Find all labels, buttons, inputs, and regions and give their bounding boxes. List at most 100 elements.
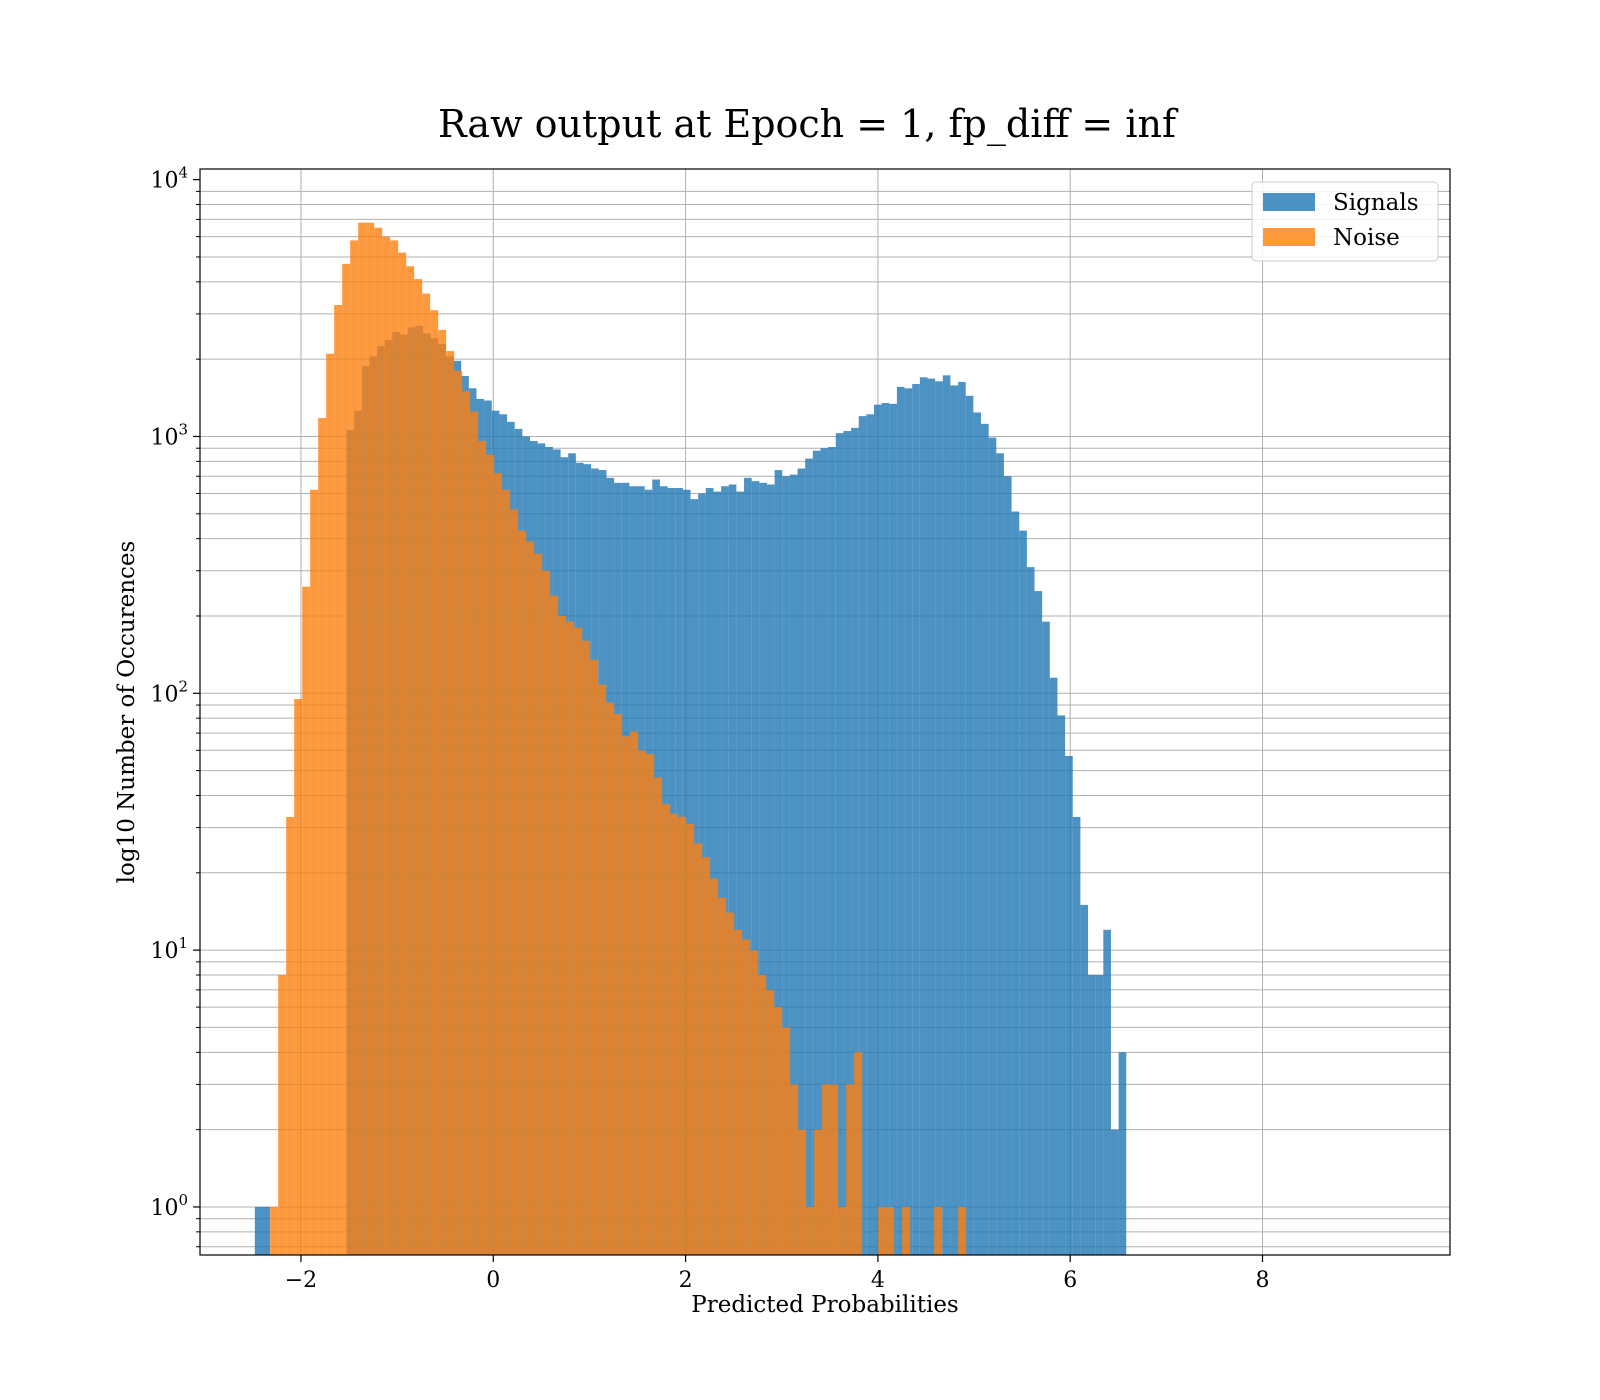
- bar-signals: [1003, 476, 1012, 1255]
- y-tick-label: 103: [150, 420, 188, 450]
- bar-noise: [542, 570, 551, 1255]
- bar-noise: [750, 950, 759, 1255]
- bar-noise: [550, 595, 559, 1255]
- bar-signals: [843, 431, 852, 1255]
- bar-signals: [1026, 567, 1035, 1255]
- x-axis-ticks: −2 0 2 4 6 8: [285, 1255, 1270, 1293]
- bar-noise: [758, 975, 767, 1255]
- bar-noise: [782, 1027, 791, 1255]
- bar-signals: [881, 402, 890, 1255]
- x-tick-label: 8: [1256, 1268, 1270, 1293]
- bar-noise: [582, 640, 591, 1255]
- bar-signals: [751, 481, 760, 1255]
- bar-noise: [526, 541, 535, 1255]
- bar-signals: [866, 414, 874, 1255]
- legend-swatch-signals: [1263, 193, 1315, 211]
- bar-noise: [326, 353, 335, 1256]
- bar-signals: [721, 486, 729, 1255]
- bar-signals: [919, 377, 928, 1255]
- bar-signals: [1110, 1129, 1119, 1255]
- bar-noise: [558, 615, 567, 1255]
- bar-signals: [851, 427, 859, 1255]
- bar-noise: [838, 1206, 847, 1255]
- bar-signals: [744, 477, 752, 1255]
- bar-signals: [950, 385, 959, 1256]
- chart-title: Raw output at Epoch = 1, fp_diff = inf: [438, 102, 1179, 147]
- bar-signals: [820, 448, 829, 1256]
- bar-noise: [438, 329, 447, 1255]
- bar-noise: [294, 699, 303, 1255]
- bar-signals: [965, 395, 974, 1255]
- bar-noise: [606, 702, 615, 1255]
- bar-noise: [374, 227, 383, 1256]
- bar-noise: [670, 813, 679, 1255]
- bar-signals: [1019, 530, 1027, 1255]
- bar-signals: [1072, 816, 1081, 1255]
- bar-noise: [318, 417, 327, 1255]
- bar-noise: [710, 878, 719, 1255]
- bar-noise: [302, 586, 311, 1255]
- bar-noise: [958, 1206, 967, 1255]
- bar-signals: [759, 482, 767, 1255]
- bar-noise: [662, 804, 671, 1255]
- bar-signals: [981, 423, 989, 1255]
- bar-signals: [996, 453, 1004, 1255]
- bar-noise: [510, 509, 519, 1255]
- x-tick-label: 2: [679, 1268, 693, 1293]
- y-tick-label: 104: [150, 164, 188, 194]
- bar-noise: [398, 252, 407, 1256]
- bar-noise: [766, 989, 775, 1255]
- bar-noise: [718, 897, 727, 1255]
- bar-noise: [830, 1084, 839, 1255]
- bar-signals: [262, 1206, 271, 1255]
- bar-noise: [454, 370, 463, 1255]
- bar-signals: [1034, 591, 1043, 1255]
- legend-label-signals: Signals: [1333, 190, 1419, 216]
- bar-noise: [518, 530, 527, 1255]
- bar-signals: [736, 491, 745, 1256]
- bar-signals: [713, 491, 722, 1256]
- bar-noise: [878, 1206, 887, 1255]
- bar-signals: [789, 474, 798, 1255]
- bar-noise: [478, 441, 487, 1256]
- histogram-bars: [254, 222, 1127, 1256]
- bar-signals: [1049, 677, 1058, 1255]
- y-axis-ticks: 100 101 102 103 104: [150, 164, 200, 1248]
- bar-noise: [846, 1084, 855, 1255]
- bar-noise: [574, 627, 583, 1255]
- bar-signals: [1080, 904, 1089, 1255]
- bar-signals: [835, 433, 844, 1255]
- bar-signals: [254, 1206, 263, 1255]
- bar-signals: [889, 403, 897, 1255]
- bar-noise: [534, 553, 543, 1255]
- bar-signals: [805, 458, 813, 1256]
- legend-swatch-noise: [1263, 228, 1315, 246]
- x-tick-label: −2: [285, 1268, 317, 1293]
- x-tick-label: 0: [486, 1268, 500, 1293]
- bar-noise: [726, 912, 735, 1255]
- bar-noise: [790, 1084, 799, 1255]
- x-tick-label: 6: [1063, 1268, 1077, 1293]
- bar-signals: [1103, 929, 1111, 1255]
- bar-noise: [342, 263, 351, 1255]
- bar-signals: [904, 388, 913, 1255]
- legend: Signals Noise: [1251, 181, 1439, 262]
- bar-noise: [646, 754, 655, 1255]
- bar-noise: [694, 843, 703, 1255]
- bar-signals: [797, 468, 806, 1255]
- bar-noise: [654, 777, 663, 1255]
- y-tick-label: 102: [150, 677, 188, 707]
- bar-noise: [270, 1206, 279, 1255]
- bar-noise: [734, 929, 743, 1255]
- legend-label-noise: Noise: [1333, 225, 1400, 251]
- bar-noise: [470, 411, 479, 1255]
- bar-noise: [806, 1206, 815, 1255]
- bar-signals: [973, 412, 982, 1256]
- bar-noise: [278, 975, 287, 1255]
- bar-signals: [858, 416, 867, 1255]
- bar-noise: [638, 750, 647, 1255]
- bar-noise: [430, 310, 439, 1255]
- bar-noise: [366, 222, 375, 1256]
- bar-noise: [422, 293, 431, 1255]
